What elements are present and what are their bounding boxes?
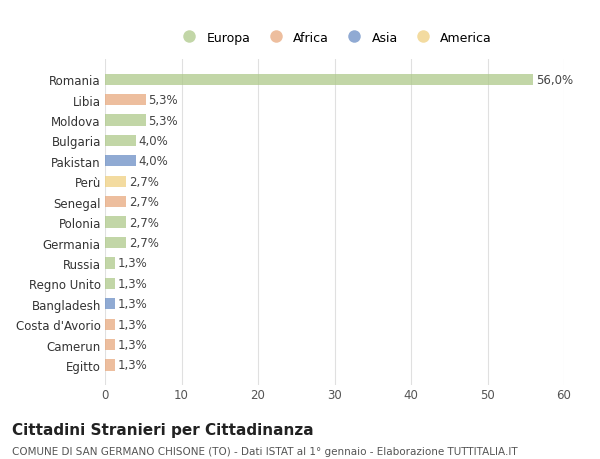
Bar bbox=[105, 319, 115, 330]
Bar bbox=[105, 339, 115, 350]
Text: 4,0%: 4,0% bbox=[139, 155, 169, 168]
Text: 1,3%: 1,3% bbox=[118, 358, 148, 372]
Text: COMUNE DI SAN GERMANO CHISONE (TO) - Dati ISTAT al 1° gennaio - Elaborazione TUT: COMUNE DI SAN GERMANO CHISONE (TO) - Dat… bbox=[12, 447, 518, 456]
Text: 2,7%: 2,7% bbox=[129, 175, 158, 188]
Text: 1,3%: 1,3% bbox=[118, 257, 148, 270]
Text: 1,3%: 1,3% bbox=[118, 277, 148, 290]
Bar bbox=[105, 217, 125, 228]
Text: 1,3%: 1,3% bbox=[118, 338, 148, 351]
Bar bbox=[105, 115, 146, 126]
Bar bbox=[105, 237, 125, 249]
Bar bbox=[105, 95, 146, 106]
Bar bbox=[105, 135, 136, 147]
Text: Cittadini Stranieri per Cittadinanza: Cittadini Stranieri per Cittadinanza bbox=[12, 422, 314, 437]
Text: 5,3%: 5,3% bbox=[149, 114, 178, 127]
Text: 56,0%: 56,0% bbox=[536, 73, 574, 87]
Legend: Europa, Africa, Asia, America: Europa, Africa, Asia, America bbox=[172, 27, 497, 50]
Text: 5,3%: 5,3% bbox=[149, 94, 178, 107]
Text: 2,7%: 2,7% bbox=[129, 236, 158, 249]
Text: 1,3%: 1,3% bbox=[118, 318, 148, 331]
Bar bbox=[105, 359, 115, 371]
Bar bbox=[105, 278, 115, 289]
Bar bbox=[105, 74, 533, 86]
Bar bbox=[105, 156, 136, 167]
Text: 2,7%: 2,7% bbox=[129, 196, 158, 209]
Bar bbox=[105, 298, 115, 310]
Text: 4,0%: 4,0% bbox=[139, 134, 169, 148]
Text: 1,3%: 1,3% bbox=[118, 297, 148, 311]
Text: 2,7%: 2,7% bbox=[129, 216, 158, 229]
Bar bbox=[105, 176, 125, 187]
Bar bbox=[105, 196, 125, 208]
Bar bbox=[105, 258, 115, 269]
